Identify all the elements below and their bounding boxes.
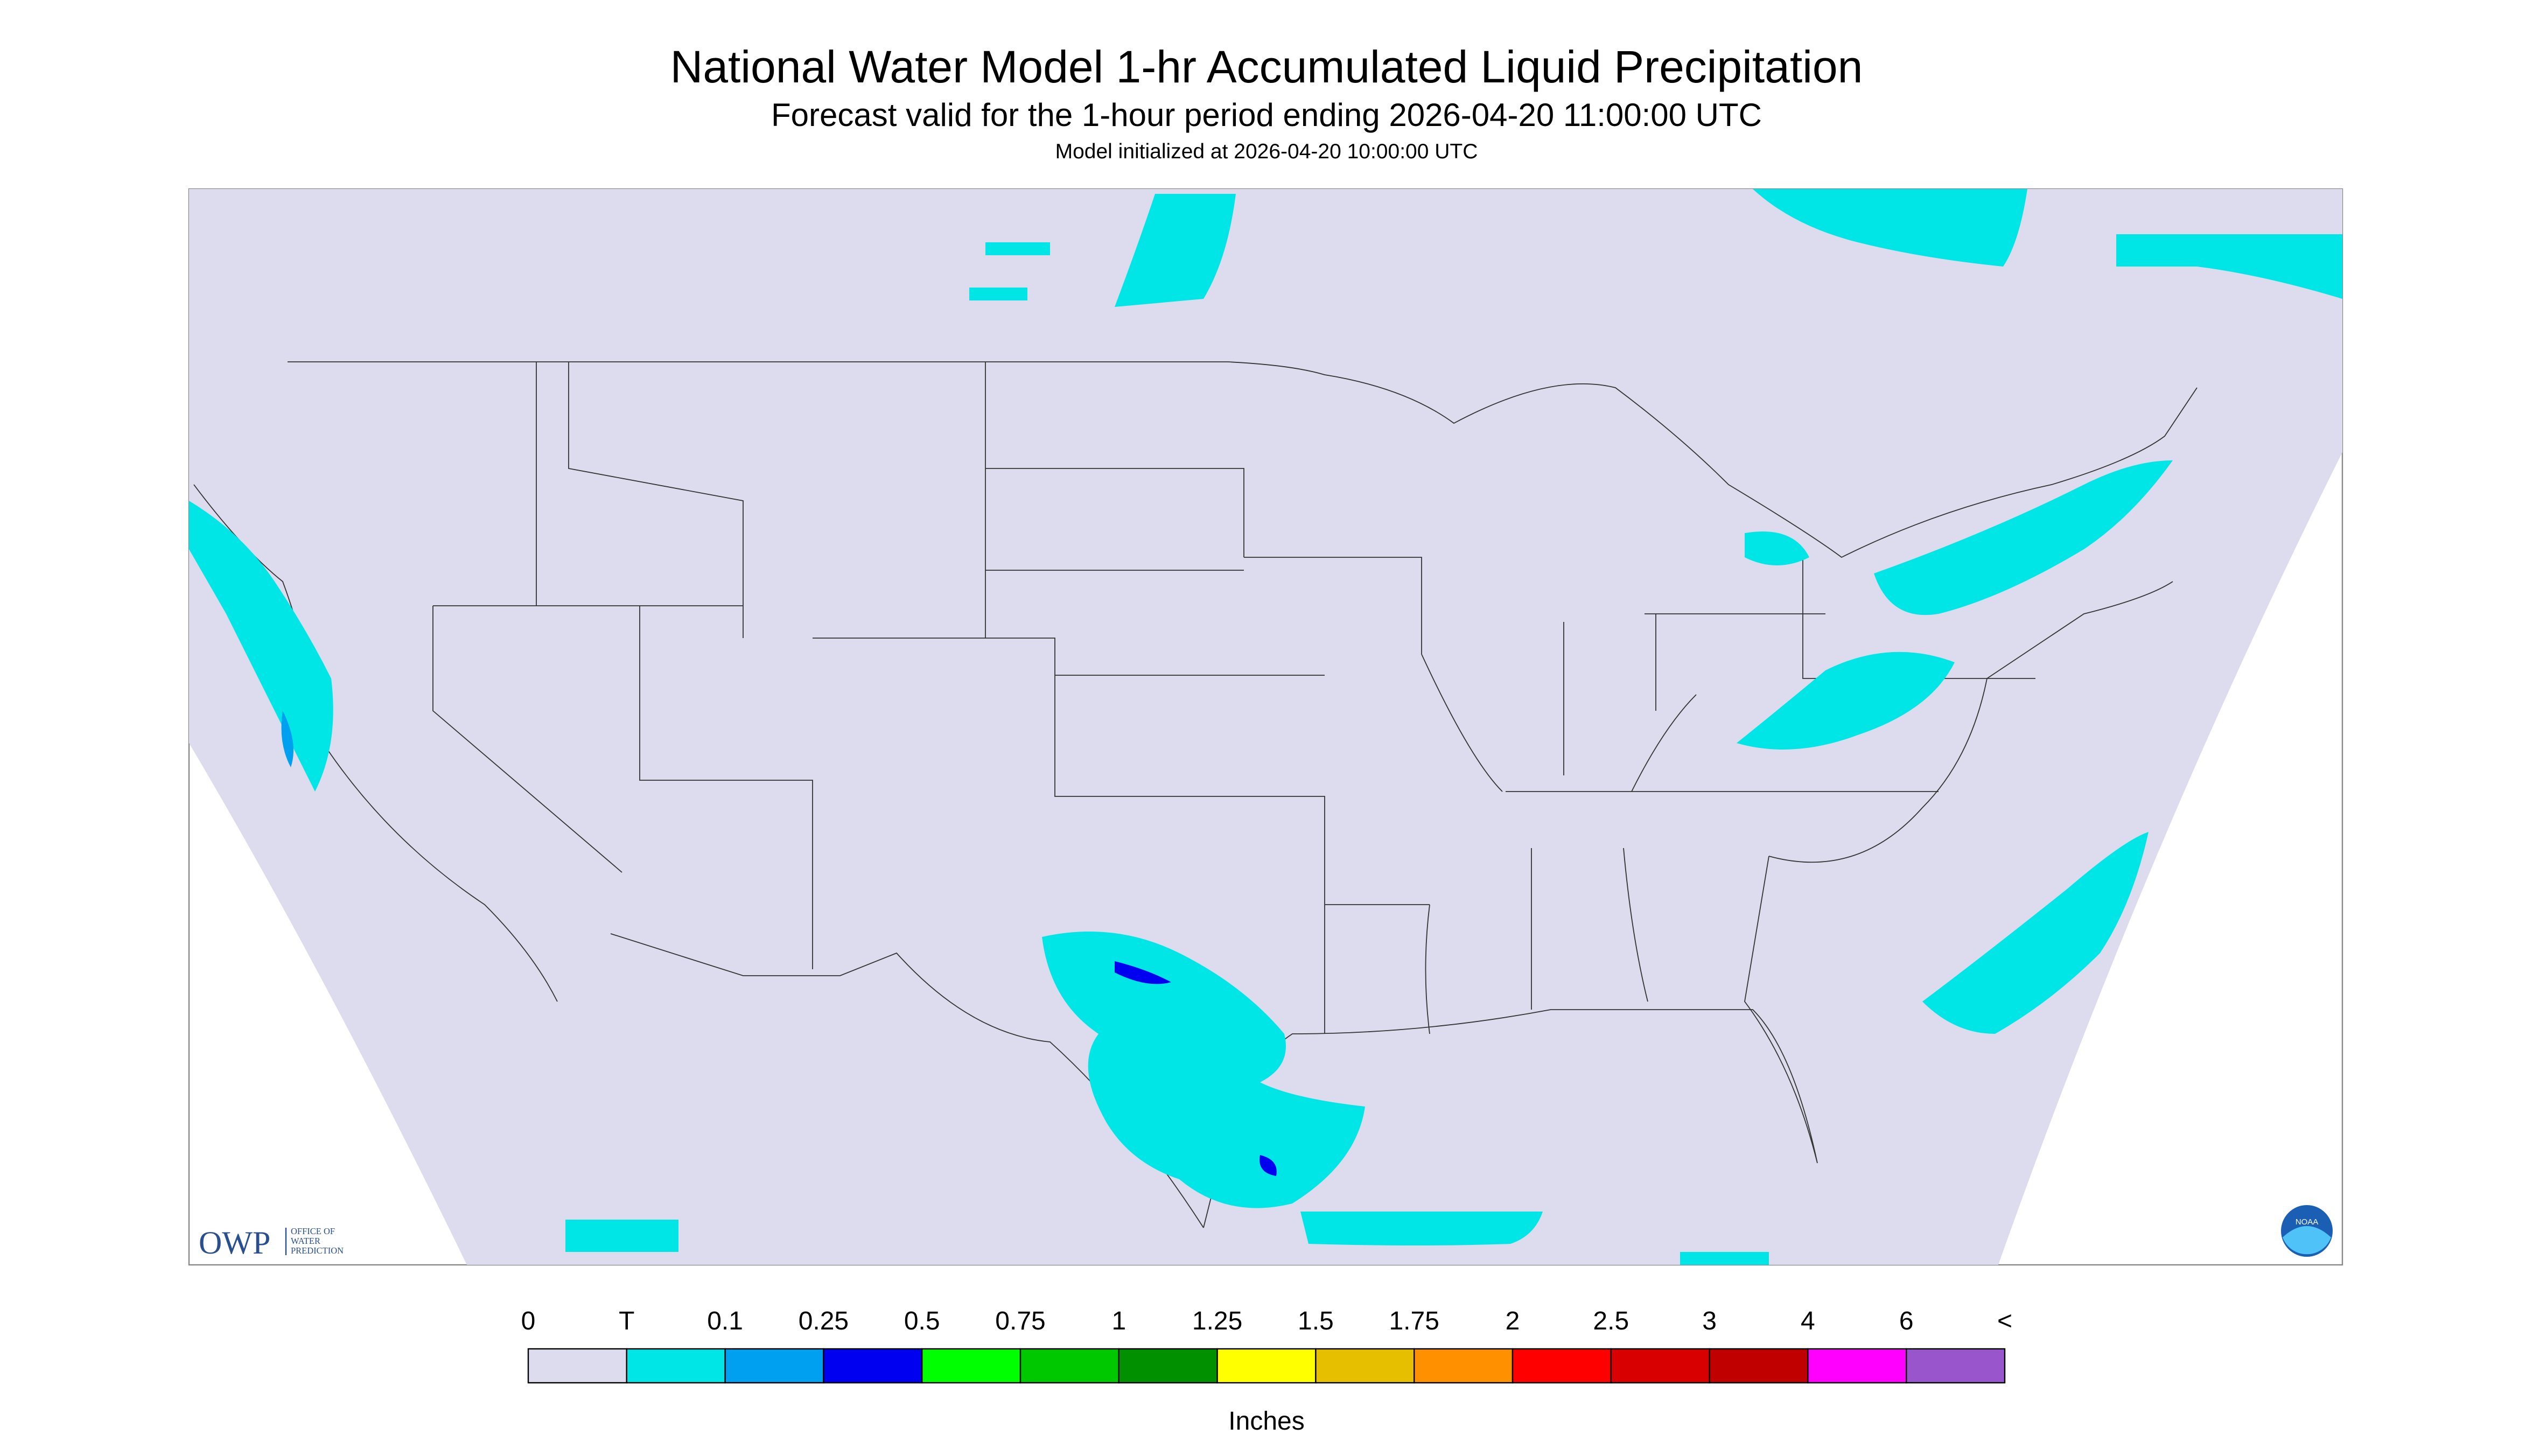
legend-unit: Inches bbox=[1228, 1407, 1304, 1436]
model-domain bbox=[189, 189, 2342, 1265]
map-title: National Water Model 1-hr Accumulated Li… bbox=[670, 41, 1863, 92]
owp-logo-line: OFFICE OF bbox=[291, 1226, 335, 1236]
noaa-wave bbox=[2283, 1226, 2331, 1255]
legend-label: 0 bbox=[521, 1307, 536, 1335]
rain-area bbox=[1753, 189, 2342, 299]
legend-swatch bbox=[1905, 1348, 2006, 1384]
legend-label: 0.5 bbox=[904, 1307, 940, 1335]
rain-area bbox=[189, 501, 333, 792]
owp-logo: OWP OFFICE OF WATER PREDICTION bbox=[199, 1225, 344, 1261]
legend-label: T bbox=[619, 1307, 634, 1335]
legend-swatch bbox=[1315, 1348, 1415, 1384]
legend-swatch bbox=[921, 1348, 1021, 1384]
rain-area bbox=[1737, 652, 1955, 750]
legend-label: < bbox=[1997, 1307, 2012, 1335]
noaa-text: NOAA bbox=[2296, 1217, 2319, 1227]
noaa-logo: NOAA bbox=[2281, 1205, 2333, 1257]
legend-swatch bbox=[1414, 1348, 1514, 1384]
legend-label: 0.75 bbox=[995, 1307, 1045, 1335]
legend-swatch bbox=[1807, 1348, 1907, 1384]
legend-swatch bbox=[1118, 1348, 1218, 1384]
legend-label: 2.5 bbox=[1593, 1307, 1629, 1335]
legend-swatch bbox=[1709, 1348, 1809, 1384]
legend-label: 0.1 bbox=[707, 1307, 743, 1335]
rain-area bbox=[1115, 194, 1236, 307]
legend-label: 1.5 bbox=[1298, 1307, 1334, 1335]
rain-area bbox=[1745, 460, 2173, 615]
legend-swatch bbox=[724, 1348, 824, 1384]
rain-area bbox=[1042, 932, 1365, 1208]
map-subtitle: Forecast valid for the 1-hour period end… bbox=[771, 97, 1762, 133]
precipitation bbox=[189, 189, 2342, 1265]
rain-area bbox=[969, 242, 1050, 301]
owp-logo-line: PREDICTION bbox=[291, 1245, 344, 1256]
legend-swatch bbox=[823, 1348, 923, 1384]
legend-label: 1.75 bbox=[1389, 1307, 1439, 1335]
legend-label: 1 bbox=[1111, 1307, 1126, 1335]
legend-swatch bbox=[1610, 1348, 1710, 1384]
legend: Inches 0 T 0.1 0.25 0.5 0.75 1 1.25 1.5 1.75 2 2.5 3… bbox=[521, 1307, 2012, 1436]
rain-area bbox=[281, 711, 293, 768]
owp-logo-text: OWP bbox=[199, 1225, 270, 1261]
legend-label: 0.25 bbox=[799, 1307, 849, 1335]
legend-swatch bbox=[527, 1348, 628, 1384]
legend-label: 1.25 bbox=[1192, 1307, 1242, 1335]
legend-label: 3 bbox=[1702, 1307, 1717, 1335]
init-time: Model initialized at 2026-04-20 10:00:00… bbox=[1055, 140, 1478, 163]
legend-swatch bbox=[626, 1348, 726, 1384]
legend-swatch bbox=[1512, 1348, 1612, 1384]
legend-label: 4 bbox=[1801, 1307, 1815, 1335]
legend-label: 6 bbox=[1899, 1307, 1914, 1335]
rain-area bbox=[1922, 832, 2149, 1034]
legend-label: 2 bbox=[1506, 1307, 1520, 1335]
rain-area bbox=[565, 1212, 1769, 1265]
map bbox=[188, 188, 2343, 1266]
owp-logo-line: WATER bbox=[291, 1236, 320, 1246]
legend-swatch bbox=[1216, 1348, 1317, 1384]
legend-swatch bbox=[1019, 1348, 1120, 1384]
